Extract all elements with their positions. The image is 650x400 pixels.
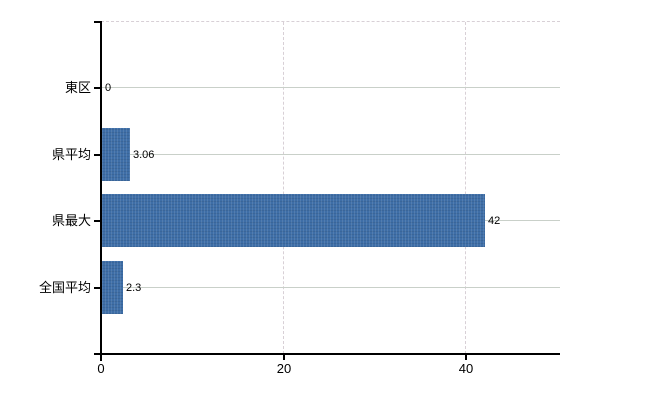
x-axis-tick [465,355,467,360]
x-axis-tick [100,355,102,360]
x-tick-label: 40 [458,361,474,376]
grid-category-line [101,154,560,155]
grid-vertical-dashed-line [283,22,284,354]
bar-value-label: 0 [105,82,112,94]
grid-category-line [101,287,560,288]
bar-value-label: 42 [488,215,501,227]
y-axis-tick [94,87,101,89]
category-label: 東区 [64,80,91,95]
category-label: 県平均 [51,147,91,162]
bar-value-label: 3.06 [133,149,155,161]
bar [102,261,123,314]
x-axis-line [94,353,560,355]
grid-top-dashed-line [101,21,560,22]
y-axis-top-tick [94,21,101,23]
x-axis-tick [283,355,285,360]
category-label: 県最大 [51,213,91,228]
grid-category-line [101,87,560,88]
x-tick-label: 20 [276,361,292,376]
grid-vertical-dashed-line [465,22,466,354]
y-axis-line [100,21,102,361]
y-axis-tick [94,220,101,222]
bar [102,128,130,181]
category-label: 全国平均 [38,280,91,295]
y-axis-tick [94,287,101,289]
y-axis-tick [94,154,101,156]
bar [102,194,485,247]
bar-value-label: 2.3 [126,282,142,294]
x-tick-label: 0 [97,361,105,376]
